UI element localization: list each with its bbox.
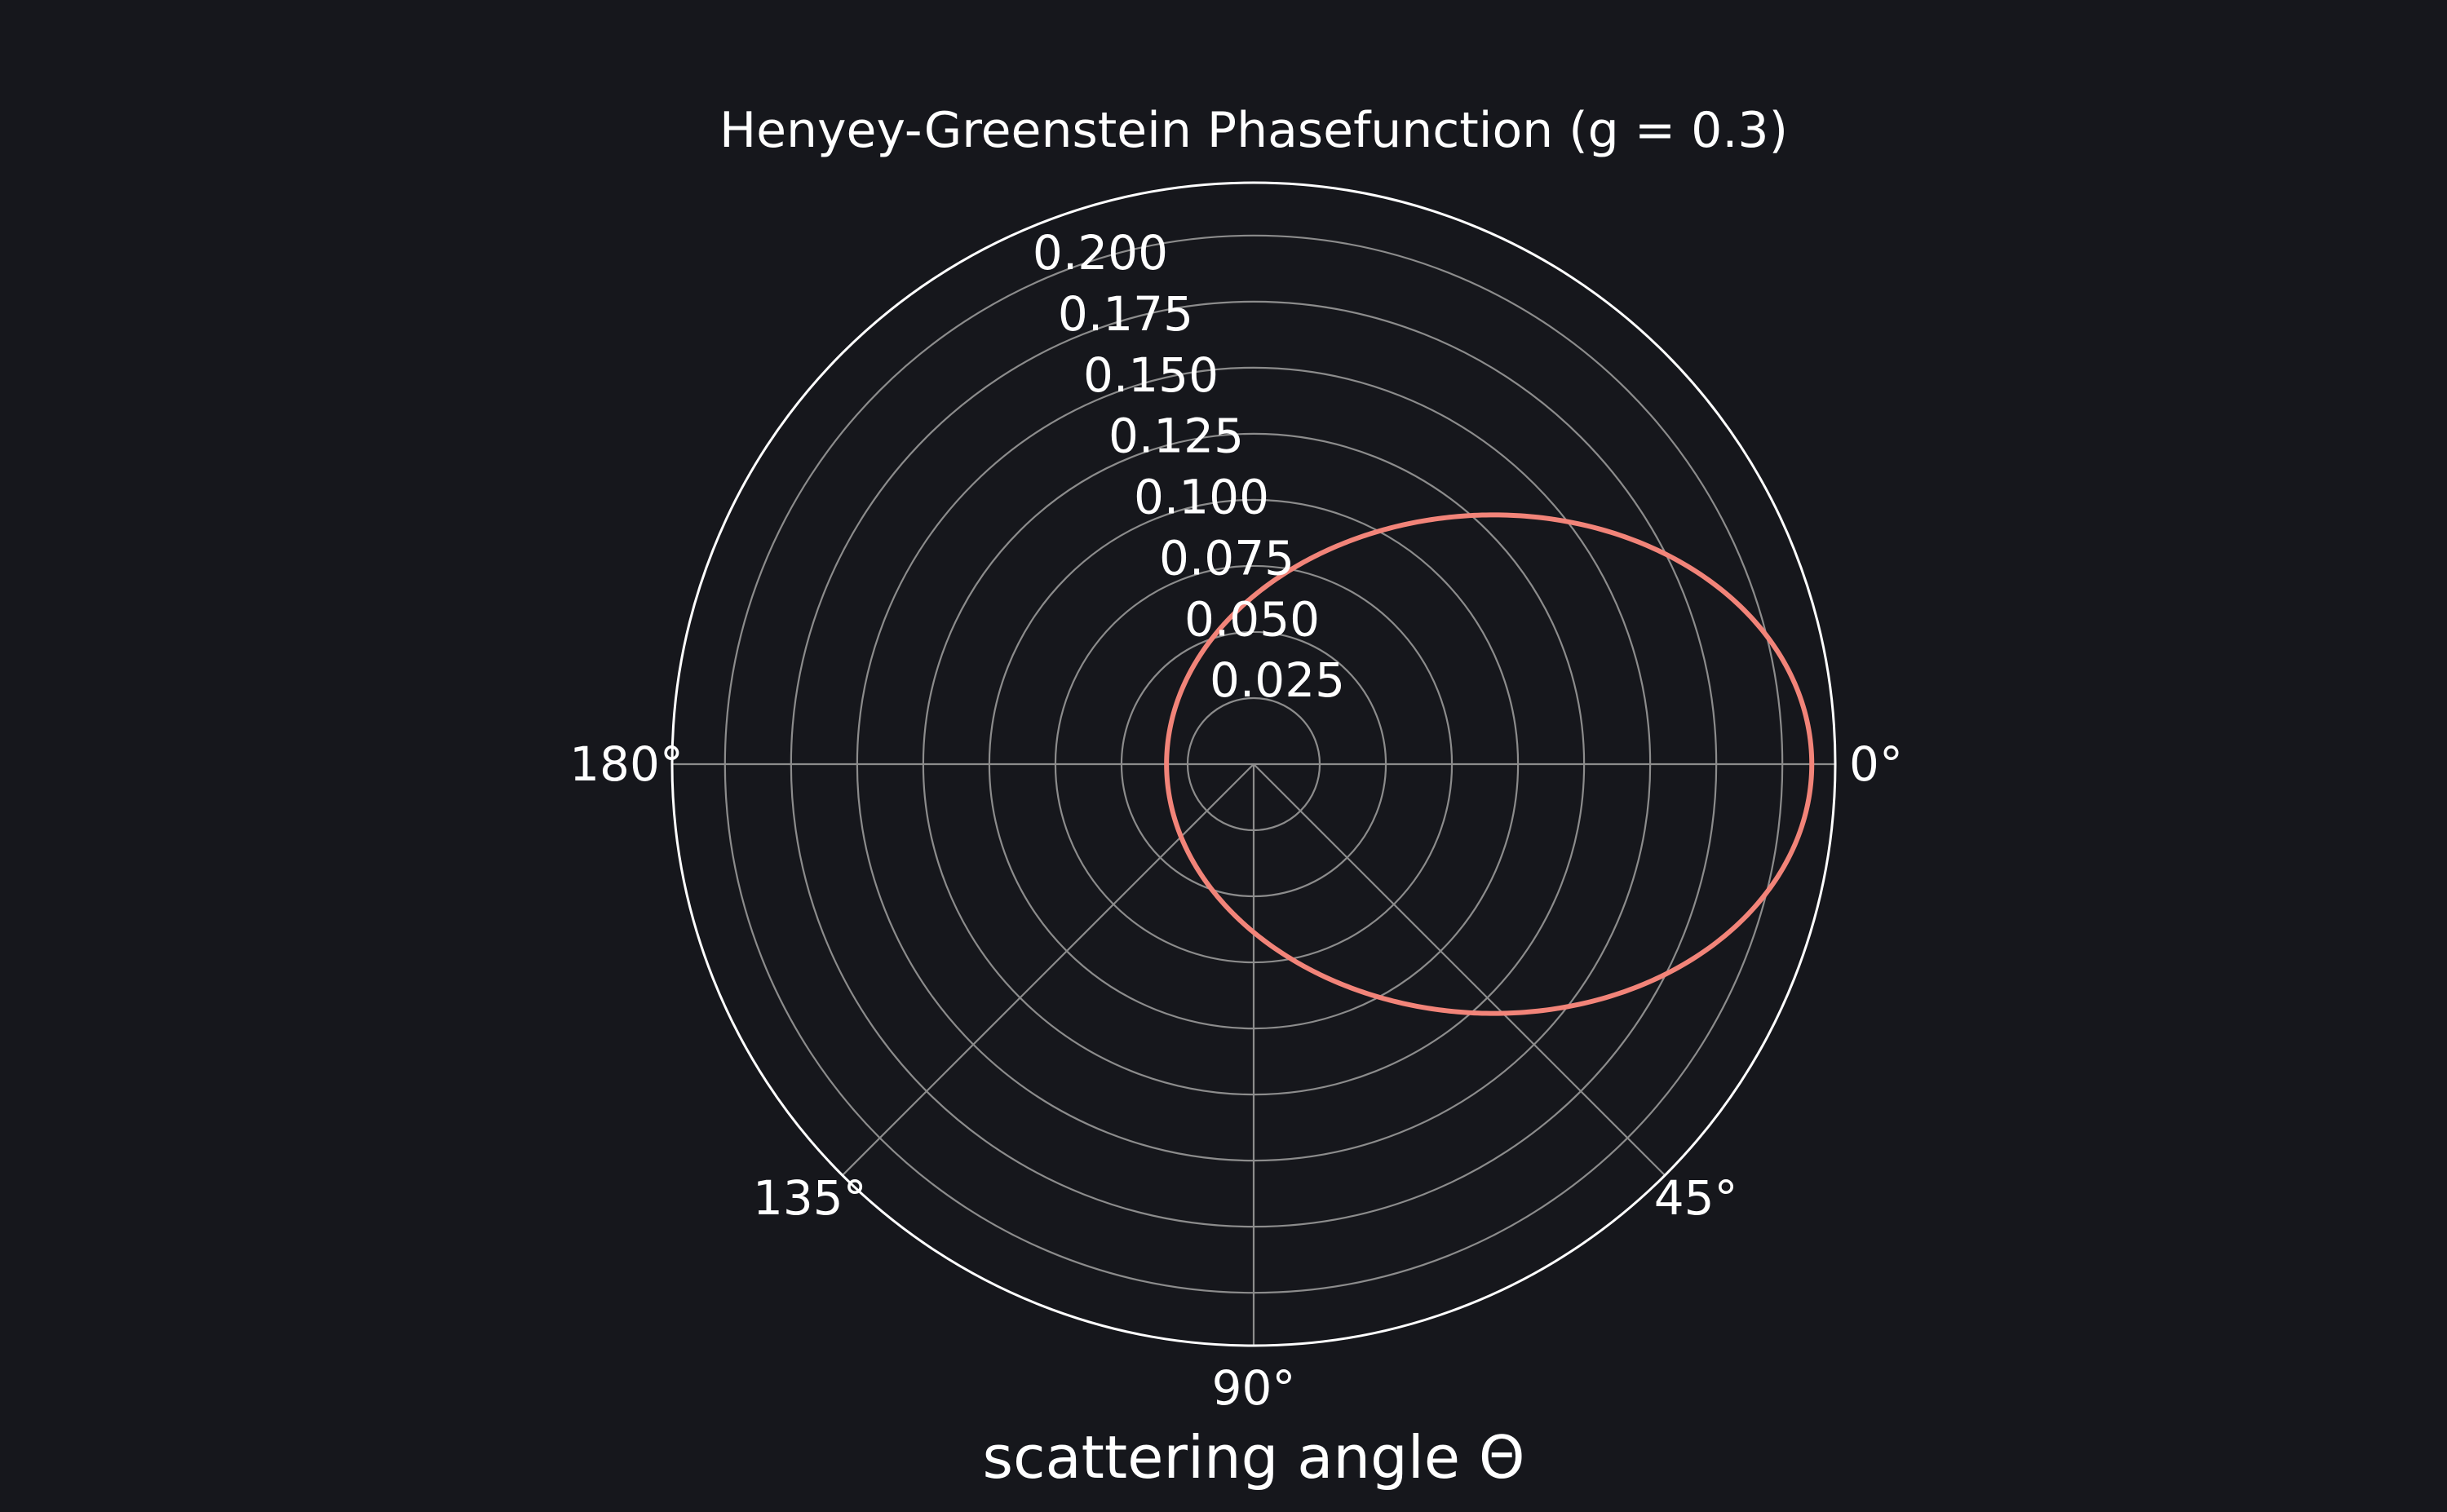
radial-tick-label: 0.075 [1159, 530, 1294, 586]
radial-tick-label: 0.175 [1058, 286, 1193, 342]
angular-gridline [1253, 763, 1666, 1176]
radial-tick-label: 0.100 [1134, 470, 1269, 525]
x-axis-label: scattering angle Θ [982, 1423, 1524, 1492]
radial-tick-label: 0.050 [1184, 591, 1320, 647]
angular-tick-label: 45° [1654, 1170, 1738, 1226]
data-layer [1164, 512, 1815, 1016]
phase-function-curve [1164, 512, 1815, 1016]
radial-tick-label: 0.150 [1083, 347, 1219, 403]
angular-gridline [842, 763, 1254, 1176]
radial-tick-label: 0.125 [1108, 409, 1244, 464]
radial-tick-label: 0.025 [1210, 652, 1345, 708]
chart-title: Henyey-Greenstein Phasefunction (g = 0.3… [719, 102, 1788, 159]
angular-tick-label: 0° [1849, 736, 1903, 792]
angular-tick-label: 90° [1212, 1360, 1296, 1416]
polar-grid [670, 181, 1837, 1347]
radial-tick-label: 0.200 [1033, 225, 1168, 281]
polar-frame [670, 181, 1837, 1347]
angular-tick-label: 135° [753, 1170, 867, 1226]
angular-tick-label: 180° [569, 736, 684, 792]
